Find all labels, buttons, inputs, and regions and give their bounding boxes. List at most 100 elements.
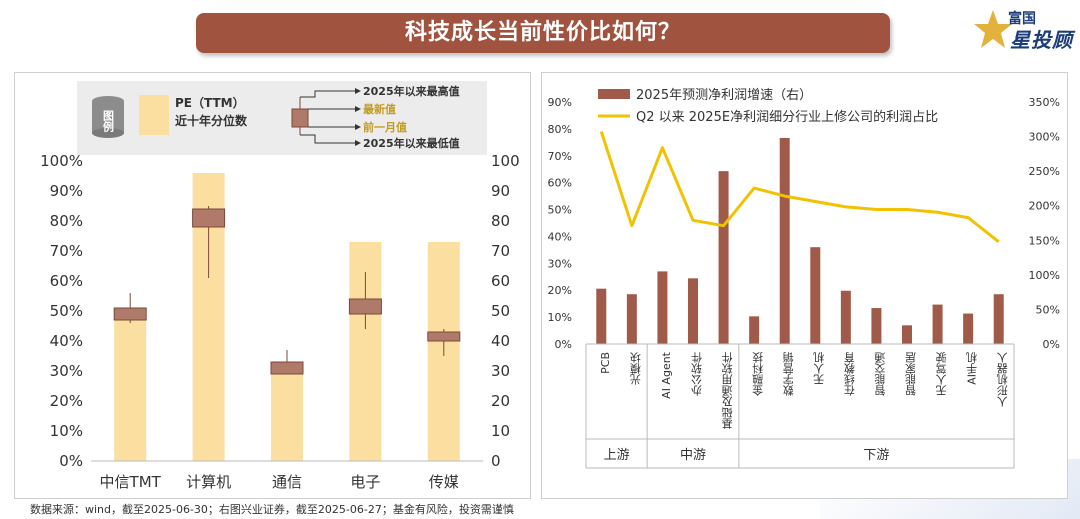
profit-growth-bar xyxy=(902,325,912,344)
profit-growth-bar xyxy=(840,290,851,344)
right-chart: 2025年预测净利润增速（右） Q2 以来 2025E净利润细分行业上修公司的利… xyxy=(548,88,1060,469)
y-left-tick-label: 10% xyxy=(50,422,83,440)
x-category-label: 智能家居 xyxy=(905,351,918,397)
y-left-tick-label: 100% xyxy=(40,152,83,170)
y-left-tick-label: 50% xyxy=(50,302,83,320)
candle-body xyxy=(348,298,382,315)
y-right-tick-label: 10 xyxy=(491,422,510,440)
x-category-label: PCB xyxy=(599,352,612,374)
y-right-tick-label: 0% xyxy=(1043,338,1060,351)
star-icon xyxy=(974,10,1012,48)
legend-bar-series: 2025年预测净利润增速（右） xyxy=(636,88,812,103)
y-left-tick-label: 70% xyxy=(548,150,572,163)
upgrade-ratio-line xyxy=(599,131,1000,243)
profit-growth-bar xyxy=(932,304,943,344)
y-left-tick-label: 60% xyxy=(50,272,83,290)
y-right-tick-label: 60 xyxy=(491,272,510,290)
candle-body xyxy=(113,307,147,321)
x-category-label: AI手机 xyxy=(966,352,979,385)
x-category-label: 计算机 xyxy=(186,473,231,491)
y-right-tick-label: 200% xyxy=(1029,200,1060,213)
y-right-tick-label: 70 xyxy=(491,242,510,260)
y-right-tick-label: 0 xyxy=(491,452,501,470)
candle-body xyxy=(192,208,226,228)
pe-percentile-bar xyxy=(114,317,147,461)
x-category-label: 光模块 xyxy=(629,351,642,386)
y-right-tick-label: 350% xyxy=(1029,96,1060,109)
y-right-tick-label: 100 xyxy=(491,152,520,170)
x-category-label: 金融科技 xyxy=(752,351,765,397)
logo-big-text: 星投顾 xyxy=(1010,28,1073,52)
group-label: 下游 xyxy=(863,448,889,463)
legend-line-series: Q2 以来 2025E净利润细分行业上修公司的利润占比 xyxy=(636,109,938,125)
left-legend: 图例 PE（TTM） 近十年分位数 2025年以来最高值 最新值 前一月值 20… xyxy=(77,81,487,155)
legend-tag-text: 图例 xyxy=(102,110,115,133)
y-left-tick-label: 90% xyxy=(548,96,572,109)
x-category-label: 智能交通 xyxy=(874,352,887,397)
y-left-tick-label: 80% xyxy=(50,212,83,230)
data-source-note: 数据来源：wind，截至2025-06-30；右图兴业证券，截至2025-06-… xyxy=(30,503,514,516)
y-right-tick-label: 90 xyxy=(491,182,510,200)
profit-growth-bar xyxy=(963,313,974,344)
y-right-tick-label: 50 xyxy=(491,302,510,320)
y-left-tick-label: 30% xyxy=(548,257,572,270)
y-right-tick-label: 40 xyxy=(491,332,510,350)
candle-body xyxy=(427,331,461,342)
x-category-label: 通信 xyxy=(272,473,302,491)
y-left-tick-label: 40% xyxy=(548,230,572,243)
y-left-tick-label: 90% xyxy=(50,182,83,200)
y-left-tick-label: 0% xyxy=(59,452,83,470)
page-title: 科技成长当前性价比如何？ xyxy=(196,13,890,53)
y-left-tick-label: 20% xyxy=(548,284,572,297)
profit-growth-bar xyxy=(871,308,882,344)
y-left-tick-label: 50% xyxy=(548,204,572,217)
x-category-label: 无人驾驶 xyxy=(935,351,948,396)
y-left-tick-label: 40% xyxy=(50,332,83,350)
group-label: 上游 xyxy=(604,448,630,463)
pe-percentile-bar xyxy=(271,371,303,461)
y-left-tick-label: 30% xyxy=(50,362,83,380)
y-left-tick-label: 80% xyxy=(548,123,572,136)
logo-small-text: 富国 xyxy=(1008,11,1036,27)
x-category-label: 在线教育 xyxy=(843,351,856,396)
y-left-tick-label: 0% xyxy=(555,338,572,351)
legend-pe-label-2: 近十年分位数 xyxy=(175,113,248,128)
profit-growth-bar xyxy=(688,278,698,344)
legend-latest-label: 最新值 xyxy=(363,102,396,116)
y-left-tick-label: 20% xyxy=(50,392,83,410)
y-right-tick-label: 150% xyxy=(1029,234,1060,247)
x-category-label: 传媒 xyxy=(429,473,459,491)
group-label: 中游 xyxy=(680,448,706,463)
y-left-tick-label: 70% xyxy=(50,242,83,260)
y-left-tick-label: 10% xyxy=(548,311,572,324)
x-category-label: 人形机器人 xyxy=(996,352,1009,407)
x-category-label: 数字营销 xyxy=(782,351,795,396)
profit-growth-bar xyxy=(657,271,668,344)
y-right-tick-label: 250% xyxy=(1029,165,1060,178)
x-category-label: 电子 xyxy=(350,473,380,491)
x-category-label: 基础及通用软件 xyxy=(721,351,734,429)
left-chart: 图例 PE（TTM） 近十年分位数 2025年以来最高值 最新值 前一月值 20… xyxy=(40,81,520,491)
profit-growth-bar xyxy=(993,294,1004,344)
profit-growth-bar xyxy=(779,137,790,344)
x-category-label: AI Agent xyxy=(660,351,673,399)
y-right-tick-label: 300% xyxy=(1029,131,1060,144)
left-chart-panel: 图例 PE（TTM） 近十年分位数 2025年以来最高值 最新值 前一月值 20… xyxy=(14,72,531,499)
legend-pe-label-1: PE（TTM） xyxy=(175,95,245,110)
profit-growth-bar xyxy=(749,316,760,344)
right-chart-panel: 2025年预测净利润增速（右） Q2 以来 2025E净利润细分行业上修公司的利… xyxy=(541,72,1068,499)
y-right-tick-label: 20 xyxy=(491,392,510,410)
x-category-label: 中信TMT xyxy=(100,473,162,491)
y-right-tick-label: 80 xyxy=(491,212,510,230)
right-legend: 2025年预测净利润增速（右） Q2 以来 2025E净利润细分行业上修公司的利… xyxy=(598,88,938,125)
legend-month-ago-label: 前一月值 xyxy=(363,120,407,134)
y-left-tick-label: 60% xyxy=(548,177,572,190)
profit-growth-bar xyxy=(596,288,607,344)
x-category-label: 办公软件 xyxy=(691,351,704,396)
y-right-tick-label: 100% xyxy=(1029,269,1060,282)
y-right-tick-label: 50% xyxy=(1036,303,1060,316)
profit-growth-bar xyxy=(810,247,821,344)
legend-max-label: 2025年以来最高值 xyxy=(363,84,460,98)
brand-logo: 富国 星投顾 xyxy=(968,6,1078,56)
y-right-tick-label: 30 xyxy=(491,362,510,380)
